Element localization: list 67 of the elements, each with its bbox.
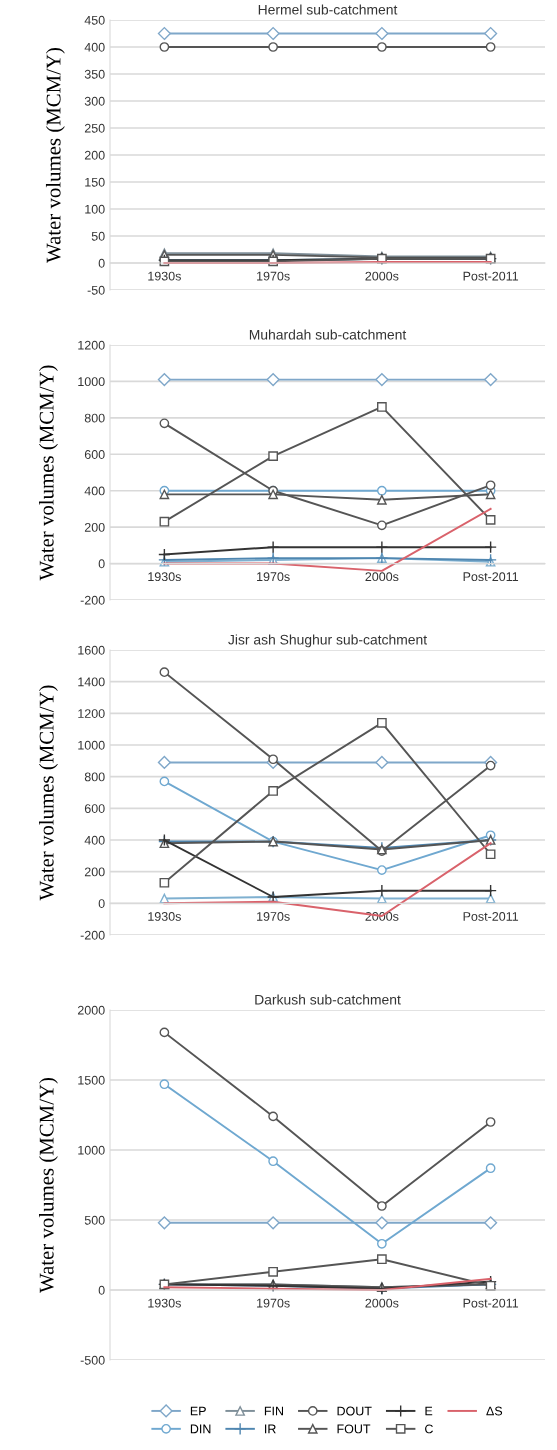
y-tick-label: 400 (84, 486, 105, 496)
x-tick-label: 2000s (365, 271, 399, 281)
y-tick-label: 1500 (78, 1075, 105, 1085)
y-tick-label: 0 (98, 258, 105, 268)
y-tick-label: 500 (84, 1215, 105, 1225)
x-tick-label: 2000s (365, 1298, 399, 1308)
chart-title: Hermel sub-catchment (258, 4, 398, 15)
legend-label: C (425, 1424, 433, 1434)
x-tick-label: 1970s (257, 271, 290, 281)
x-tick-label: Post-2011 (463, 271, 519, 281)
y-tick-label: 0 (98, 559, 105, 569)
y-axis-title: Water volumes (MCM/Y) (45, 47, 65, 263)
y-tick-label: -50 (87, 285, 105, 295)
y-tick-label: 1600 (78, 645, 105, 655)
y-tick-label: -500 (80, 1355, 105, 1365)
legend-label: FIN (264, 1406, 283, 1416)
y-tick-label: 1200 (78, 340, 105, 350)
y-tick-label: 600 (84, 450, 105, 459)
y-tick-label: 50 (91, 231, 105, 241)
x-tick-label: 1970s (257, 1298, 290, 1308)
y-tick-label: 350 (84, 69, 105, 79)
x-tick-label: 1930s (148, 912, 181, 921)
x-tick-label: 1930s (148, 271, 181, 281)
y-tick-label: 150 (85, 177, 105, 187)
y-tick-label: 300 (84, 96, 105, 106)
y-axis-title: Water volumes (MCM/Y) (39, 1077, 58, 1293)
legend-label: IR (265, 1424, 276, 1434)
legend-label: DOUT (337, 1406, 372, 1416)
y-tick-label: 1000 (78, 377, 105, 387)
y-tick-label: 600 (84, 804, 105, 813)
y-tick-label: 100 (85, 204, 105, 214)
y-tick-label: 450 (84, 15, 105, 25)
chart-title: Muhardah sub-catchment (249, 329, 407, 340)
x-tick-label: 1970s (257, 912, 290, 921)
legend-label: FOUT (337, 1424, 371, 1434)
y-tick-label: -200 (80, 595, 105, 605)
y-tick-label: 200 (84, 522, 105, 532)
chart-title: Darkush sub-catchment (255, 994, 401, 1005)
y-tick-label: 1200 (78, 709, 105, 718)
x-tick-label: Post-2011 (463, 912, 519, 921)
y-tick-label: 200 (84, 150, 105, 160)
y-tick-label: 1400 (78, 677, 105, 687)
y-tick-label: 0 (98, 1285, 105, 1295)
x-tick-label: 1930s (148, 1298, 181, 1308)
x-tick-label: Post-2011 (463, 1298, 519, 1308)
legend-label: DIN (190, 1424, 211, 1434)
y-tick-label: 250 (84, 123, 105, 133)
y-axis-title: Water volumes (MCM/Y) (39, 365, 58, 581)
x-tick-label: 2000s (365, 572, 399, 582)
y-axis-title: Water volumes (MCM/Y) (39, 685, 58, 901)
y-tick-label: 1000 (78, 1145, 105, 1155)
y-tick-label: 2000 (77, 1005, 105, 1015)
y-tick-label: 0 (98, 899, 105, 908)
y-tick-label: 400 (84, 42, 105, 52)
y-tick-label: -200 (80, 930, 105, 940)
x-tick-label: 1970s (257, 572, 290, 582)
y-tick-label: 200 (84, 867, 105, 877)
y-tick-label: 400 (84, 835, 105, 845)
y-tick-label: 800 (84, 413, 105, 423)
y-tick-label: 1000 (78, 740, 105, 750)
legend-label: ΔS (486, 1406, 503, 1416)
chart-title: Jisr ash Shughur sub-catchment (228, 634, 427, 648)
legend-label: EP (190, 1406, 206, 1416)
y-tick-label: 800 (84, 772, 105, 782)
x-tick-label: 1930s (148, 572, 181, 582)
legend-label: E (425, 1406, 433, 1416)
x-tick-label: Post-2011 (463, 572, 519, 582)
